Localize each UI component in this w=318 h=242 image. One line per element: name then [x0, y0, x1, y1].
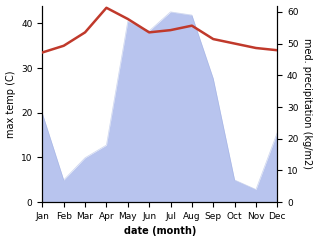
X-axis label: date (month): date (month): [124, 227, 196, 236]
Y-axis label: max temp (C): max temp (C): [5, 70, 16, 138]
Y-axis label: med. precipitation (kg/m2): med. precipitation (kg/m2): [302, 38, 313, 169]
